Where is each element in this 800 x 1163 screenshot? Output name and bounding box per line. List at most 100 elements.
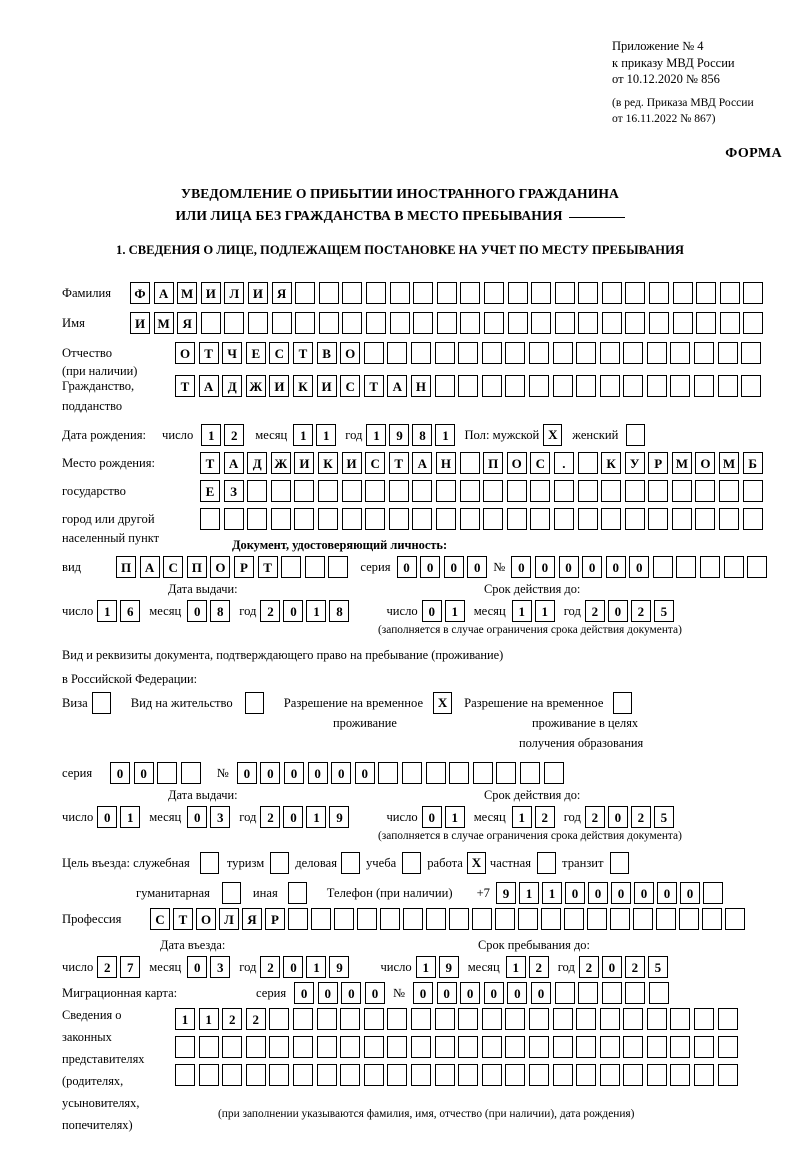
char-cell[interactable]: 0 (605, 556, 626, 578)
char-cell[interactable] (625, 282, 646, 304)
char-cell[interactable] (648, 480, 669, 502)
char-cell[interactable] (387, 342, 408, 364)
digit-cell[interactable]: 0 (421, 806, 442, 828)
char-cell[interactable]: Т (257, 556, 278, 578)
legal-rep-cells-2[interactable] (175, 1036, 738, 1058)
char-cell[interactable] (741, 342, 762, 364)
char-cell[interactable] (530, 508, 551, 530)
char-cell[interactable]: О (196, 908, 216, 930)
char-cell[interactable]: С (163, 556, 184, 578)
char-cell[interactable]: 0 (467, 556, 488, 578)
char-cell[interactable] (576, 1064, 597, 1086)
char-cell[interactable] (578, 982, 599, 1004)
char-cell[interactable]: 0 (656, 882, 677, 904)
digit-cell[interactable]: 3 (210, 956, 231, 978)
char-cell[interactable] (200, 508, 220, 530)
char-cell[interactable]: 0 (110, 762, 130, 784)
char-cell[interactable]: 0 (436, 982, 457, 1004)
char-cell[interactable]: К (317, 452, 338, 474)
digit-cell[interactable]: 3 (210, 806, 231, 828)
purpose-other-checkbox[interactable] (287, 882, 307, 904)
char-cell[interactable]: Л (224, 282, 245, 304)
char-cell[interactable] (623, 1064, 644, 1086)
char-cell[interactable]: 0 (443, 556, 464, 578)
char-cell[interactable] (670, 342, 691, 364)
char-cell[interactable]: Т (388, 452, 409, 474)
char-cell[interactable]: 0 (530, 982, 551, 1004)
char-cell[interactable] (625, 312, 646, 334)
char-cell[interactable] (507, 282, 528, 304)
char-cell[interactable] (531, 282, 552, 304)
char-cell[interactable]: 0 (507, 982, 528, 1004)
digit-cell[interactable]: 0 (283, 806, 304, 828)
char-cell[interactable] (576, 1008, 597, 1030)
char-cell[interactable] (742, 508, 763, 530)
char-cell[interactable] (528, 1008, 549, 1030)
char-cell[interactable] (496, 762, 517, 784)
char-cell[interactable]: Е (200, 480, 220, 502)
char-cell[interactable] (601, 282, 622, 304)
char-cell[interactable]: 0 (236, 762, 257, 784)
char-cell[interactable] (288, 908, 308, 930)
char-cell[interactable] (483, 508, 504, 530)
char-cell[interactable]: 1 (198, 1008, 219, 1030)
digit-cell[interactable]: 5 (647, 956, 668, 978)
char-cell[interactable] (506, 480, 527, 502)
char-cell[interactable]: О (175, 342, 195, 364)
char-cell[interactable] (601, 982, 622, 1004)
char-cell[interactable] (646, 1036, 667, 1058)
char-cell[interactable] (458, 1064, 479, 1086)
char-cell[interactable]: 0 (629, 556, 650, 578)
char-cell[interactable]: П (483, 452, 504, 474)
char-cell[interactable] (271, 312, 292, 334)
char-cell[interactable] (625, 982, 646, 1004)
char-cell[interactable] (717, 342, 738, 364)
char-cell[interactable] (646, 375, 667, 397)
char-cell[interactable] (245, 1064, 266, 1086)
char-cell[interactable]: 0 (307, 762, 328, 784)
char-cell[interactable] (505, 375, 526, 397)
char-cell[interactable] (311, 908, 331, 930)
char-cell[interactable] (388, 508, 409, 530)
char-cell[interactable] (304, 556, 325, 578)
char-cell[interactable] (696, 312, 717, 334)
digit-cell[interactable]: 8 (210, 600, 231, 622)
char-cell[interactable] (340, 1064, 361, 1086)
char-cell[interactable] (742, 480, 763, 502)
char-cell[interactable]: О (210, 556, 231, 578)
char-cell[interactable] (269, 1008, 290, 1030)
char-cell[interactable]: А (387, 375, 408, 397)
char-cell[interactable] (365, 480, 386, 502)
char-cell[interactable]: 0 (460, 982, 481, 1004)
char-cell[interactable] (292, 1064, 313, 1086)
char-cell[interactable] (702, 908, 722, 930)
char-cell[interactable]: Д (222, 375, 243, 397)
char-cell[interactable]: З (223, 480, 244, 502)
char-cell[interactable] (157, 762, 178, 784)
char-cell[interactable]: 0 (396, 556, 417, 578)
char-cell[interactable]: 0 (420, 556, 441, 578)
digit-cell[interactable]: 1 (120, 806, 141, 828)
char-cell[interactable] (743, 312, 764, 334)
char-cell[interactable] (224, 312, 245, 334)
digit-cell[interactable]: 2 (528, 956, 549, 978)
char-cell[interactable] (380, 908, 400, 930)
char-cell[interactable]: О (695, 452, 716, 474)
char-cell[interactable]: 0 (364, 982, 385, 1004)
digit-cell[interactable]: 0 (607, 806, 628, 828)
char-cell[interactable] (269, 1036, 290, 1058)
char-cell[interactable]: 2 (222, 1008, 243, 1030)
digit-cell[interactable]: 9 (438, 956, 459, 978)
char-cell[interactable] (648, 508, 669, 530)
char-cell[interactable] (656, 908, 676, 930)
char-cell[interactable] (717, 1008, 738, 1030)
